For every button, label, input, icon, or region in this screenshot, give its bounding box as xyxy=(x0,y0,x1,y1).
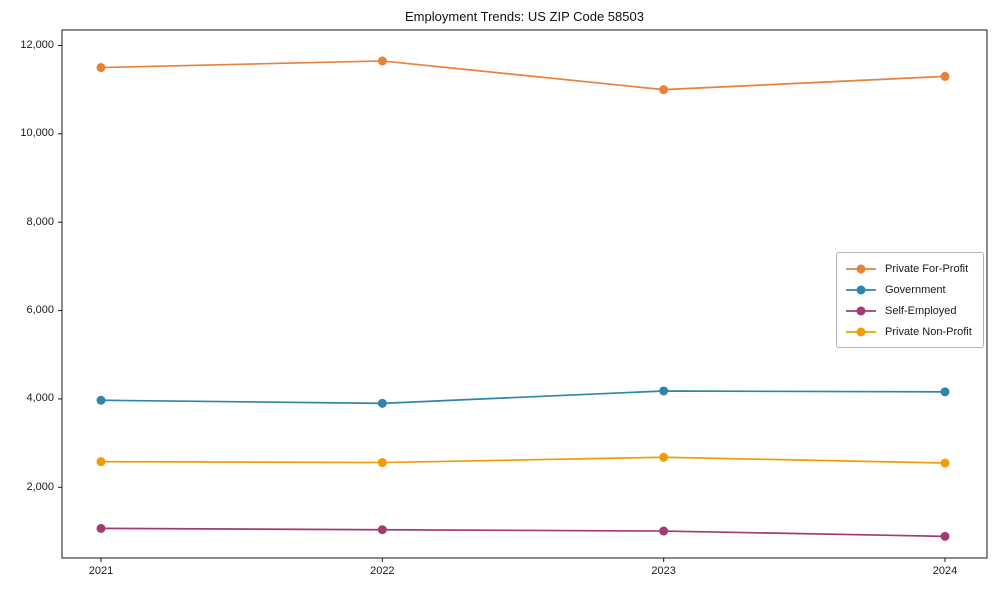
data-point-marker xyxy=(659,85,669,95)
legend-line-marker-icon xyxy=(846,264,876,273)
data-point-marker xyxy=(96,395,106,405)
legend-line-marker-icon xyxy=(846,327,876,336)
x-tick-label: 2022 xyxy=(370,565,395,577)
legend-label: Private Non-Profit xyxy=(885,325,972,338)
legend: Private For-Profit Government Self-Employe… xyxy=(836,252,984,348)
legend-line-marker-icon xyxy=(846,306,876,315)
data-point-marker xyxy=(377,458,387,468)
chart-title: Employment Trends: US ZIP Code 58503 xyxy=(405,9,644,24)
plot-border xyxy=(61,29,988,559)
data-point-marker xyxy=(940,387,950,397)
x-tick-label: 2021 xyxy=(88,565,114,577)
x-tick-label: 2024 xyxy=(932,565,958,577)
legend-line-marker-icon xyxy=(846,285,876,294)
y-tick-label: 12,000 xyxy=(20,38,54,51)
legend-label: Government xyxy=(885,283,946,296)
y-tick-label: 8,000 xyxy=(26,215,54,228)
x-tick-label: 2023 xyxy=(651,565,676,577)
series-line-government xyxy=(100,390,946,405)
data-point-marker xyxy=(96,457,106,467)
legend-label: Self-Employed xyxy=(885,304,957,317)
data-point-marker xyxy=(940,531,950,541)
legend-item-self-employed: Self-Employed xyxy=(845,300,975,321)
data-point-marker xyxy=(659,452,669,462)
data-point-marker xyxy=(940,458,950,468)
y-tick-label: 6,000 xyxy=(26,304,54,317)
data-point-marker xyxy=(659,526,669,536)
legend-item-private-non-profit: Private Non-Profit xyxy=(845,321,975,342)
data-point-marker xyxy=(96,523,106,533)
y-tick-label: 10,000 xyxy=(20,127,54,140)
legend-label: Private For-Profit xyxy=(885,262,969,275)
data-point-marker xyxy=(96,63,106,73)
data-point-marker xyxy=(940,71,950,81)
data-point-marker xyxy=(659,386,669,396)
legend-item-government: Government xyxy=(845,279,975,300)
series-line-private-for-profit xyxy=(100,60,946,91)
data-point-marker xyxy=(377,56,387,66)
data-point-marker xyxy=(377,525,387,535)
y-tick-label: 4,000 xyxy=(26,392,54,405)
series-line-private-non-profit xyxy=(100,456,946,464)
y-tick-label: 2,000 xyxy=(26,480,54,493)
data-point-marker xyxy=(377,398,387,408)
series-line-self-employed xyxy=(100,527,946,538)
legend-item-private-for-profit: Private For-Profit xyxy=(845,258,975,279)
